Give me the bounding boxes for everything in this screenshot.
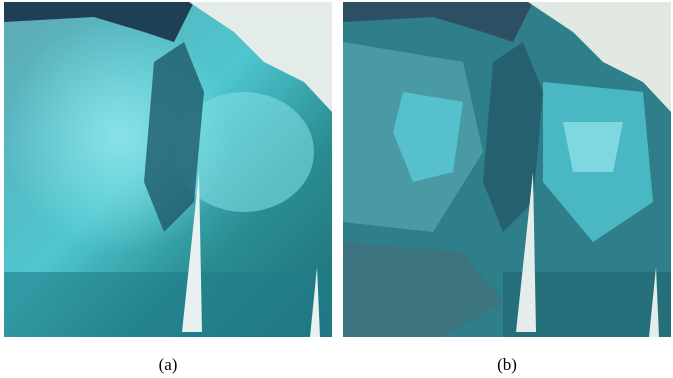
caption: (a) (4, 355, 332, 375)
image-b (343, 2, 671, 337)
caption: (b) (343, 355, 671, 375)
image-a (4, 2, 332, 337)
figure: {"panels": [{"caption": "(a)"}, {"captio… (0, 0, 673, 378)
